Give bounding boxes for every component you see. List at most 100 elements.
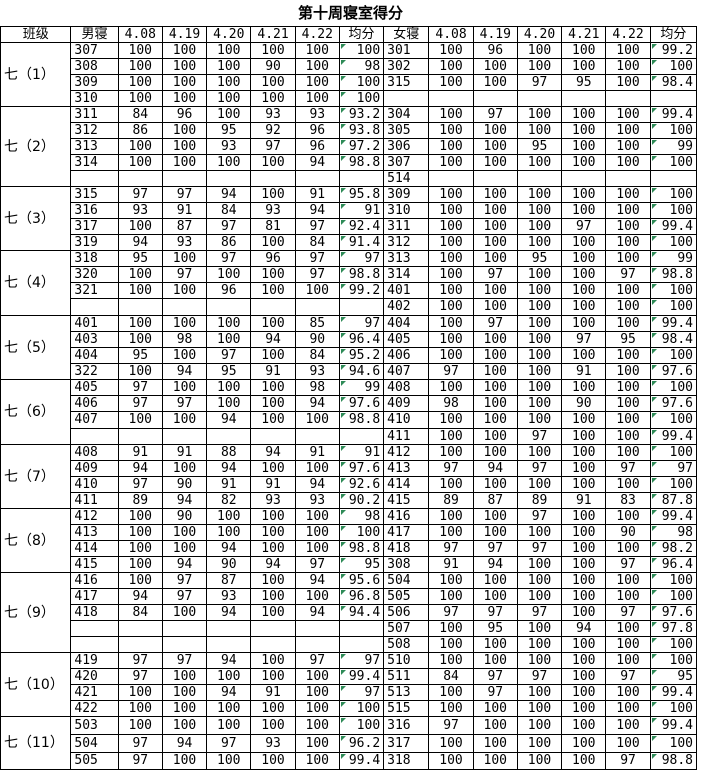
female-room-cell: 418 [383,540,430,557]
score-cell: 96 [294,122,340,139]
male-room-cell: 421 [70,684,119,701]
score-cell: 100 [561,379,607,396]
average-score-cell: 92.4 [338,218,385,235]
average-score-cell: 97 [338,250,385,267]
score-cell: 97 [161,266,208,283]
female-room-cell: 505 [383,588,430,605]
score-cell: 100 [294,700,340,717]
score-cell: 100 [605,154,651,171]
score-cell: 97 [294,218,340,235]
score-cell: 100 [428,411,474,429]
average-score-cell: 97.6 [649,363,698,380]
score-cell: 100 [605,652,651,669]
table-row: 七（1） 307 100 100 100 100 100 100 301 100 96 100 100 1… [0,42,698,107]
score-cell: 97 [250,138,296,155]
score-cell: 100 [250,752,296,770]
score-cell: 97 [428,540,474,557]
score-cell: 100 [472,379,518,396]
score-cell: 100 [516,266,563,283]
score-cell: 100 [117,331,163,348]
score-cell [206,428,252,445]
table-row: 422 100 100 100 100 100 100 515 100 100 100 100 100 1… [1,700,698,717]
female-room-cell: 417 [383,524,430,541]
header-row: 班级 男寝 4.08 4.19 4.20 4.21 4.22 均分 女寝 4.08 4.19 4.20… [0,26,698,43]
score-cell: 100 [428,58,474,75]
score-cell: 100 [294,74,340,91]
male-room-cell: 313 [70,138,119,155]
male-room-cell: 413 [70,524,119,541]
score-cell: 100 [250,716,296,735]
male-room-cell [70,170,119,187]
score-cell: 94 [294,202,340,219]
average-score-cell: 100 [649,154,698,171]
score-cell: 100 [250,347,296,364]
average-score-cell: 100 [649,186,698,203]
score-cell: 100 [117,74,163,91]
average-score-cell: 99.4 [338,752,385,770]
score-cell: 97 [206,250,252,267]
score-cell: 94 [117,588,163,605]
score-cell: 100 [561,652,607,669]
average-score-cell: 93.2 [338,106,385,123]
score-cell: 100 [561,202,607,219]
score-cell: 100 [161,138,208,155]
score-cell: 100 [428,218,474,235]
average-score-cell: 100 [649,202,698,219]
score-cell: 96 [294,138,340,155]
female-room-cell: 412 [383,444,430,461]
male-room-cell: 312 [70,122,119,139]
score-cell: 100 [472,588,518,605]
table-row: 420 97 100 100 100 100 99.4 511 84 97 97 100 97 95 [1,668,698,685]
score-cell: 97 [428,363,474,380]
score-cell: 100 [561,540,607,557]
score-cell: 98 [428,395,474,412]
female-room-cell: 410 [383,411,430,429]
score-cell: 100 [117,716,163,735]
score-cell: 97 [516,604,563,621]
average-score-cell: 99.4 [338,668,385,685]
score-cell: 100 [206,90,252,107]
male-room-cell: 319 [70,234,119,251]
average-score-cell: 99.4 [649,315,698,332]
column-header: 4.20 [206,26,252,43]
table-row: 508 100 100 100 100 100 100 [1,636,698,653]
average-score-cell: 99 [649,138,698,155]
score-cell [472,90,518,107]
table-row: 403 100 98 100 94 90 96.4 405 100 100 100 97 95 98.4 [1,331,698,348]
score-cell: 100 [605,138,651,155]
average-score-cell: 100 [649,282,698,299]
score-cell: 100 [605,716,651,735]
class-name-cell: 七（9） [0,572,72,653]
score-cell: 100 [428,620,474,637]
score-cell: 93 [250,492,296,509]
score-cell: 100 [561,234,607,251]
score-cell: 100 [561,716,607,735]
score-cell: 100 [250,588,296,605]
average-score-cell: 99.4 [649,684,698,701]
score-cell [250,170,296,187]
score-cell: 100 [516,218,563,235]
table-row: 410 97 90 91 91 94 92.6 414 100 100 100 100 100 100 [1,476,698,493]
score-cell: 100 [605,298,651,316]
class-name-cell: 七（1） [0,42,72,107]
score-cell: 100 [605,218,651,235]
score-cell [516,170,563,187]
average-score-cell: 91.4 [338,234,385,251]
table-row: 313 100 100 93 97 96 97.2 306 100 100 95 100 100 99 [1,138,698,155]
score-cell: 100 [294,540,340,557]
score-cell [516,90,563,107]
score-cell: 100 [250,234,296,251]
score-cell: 97 [161,652,208,669]
score-cell: 100 [561,411,607,429]
score-cell: 100 [605,122,651,139]
column-header: 4.22 [605,26,651,43]
score-cell: 90 [161,508,208,525]
average-score-cell: 99.4 [649,218,698,235]
average-score-cell: 100 [338,74,385,91]
female-room-cell: 315 [383,74,430,91]
male-room-cell: 404 [70,347,119,364]
score-cell: 100 [516,556,563,573]
class-name-cell: 七（7） [0,444,72,509]
score-cell: 100 [428,74,474,91]
score-cell: 100 [428,476,474,493]
